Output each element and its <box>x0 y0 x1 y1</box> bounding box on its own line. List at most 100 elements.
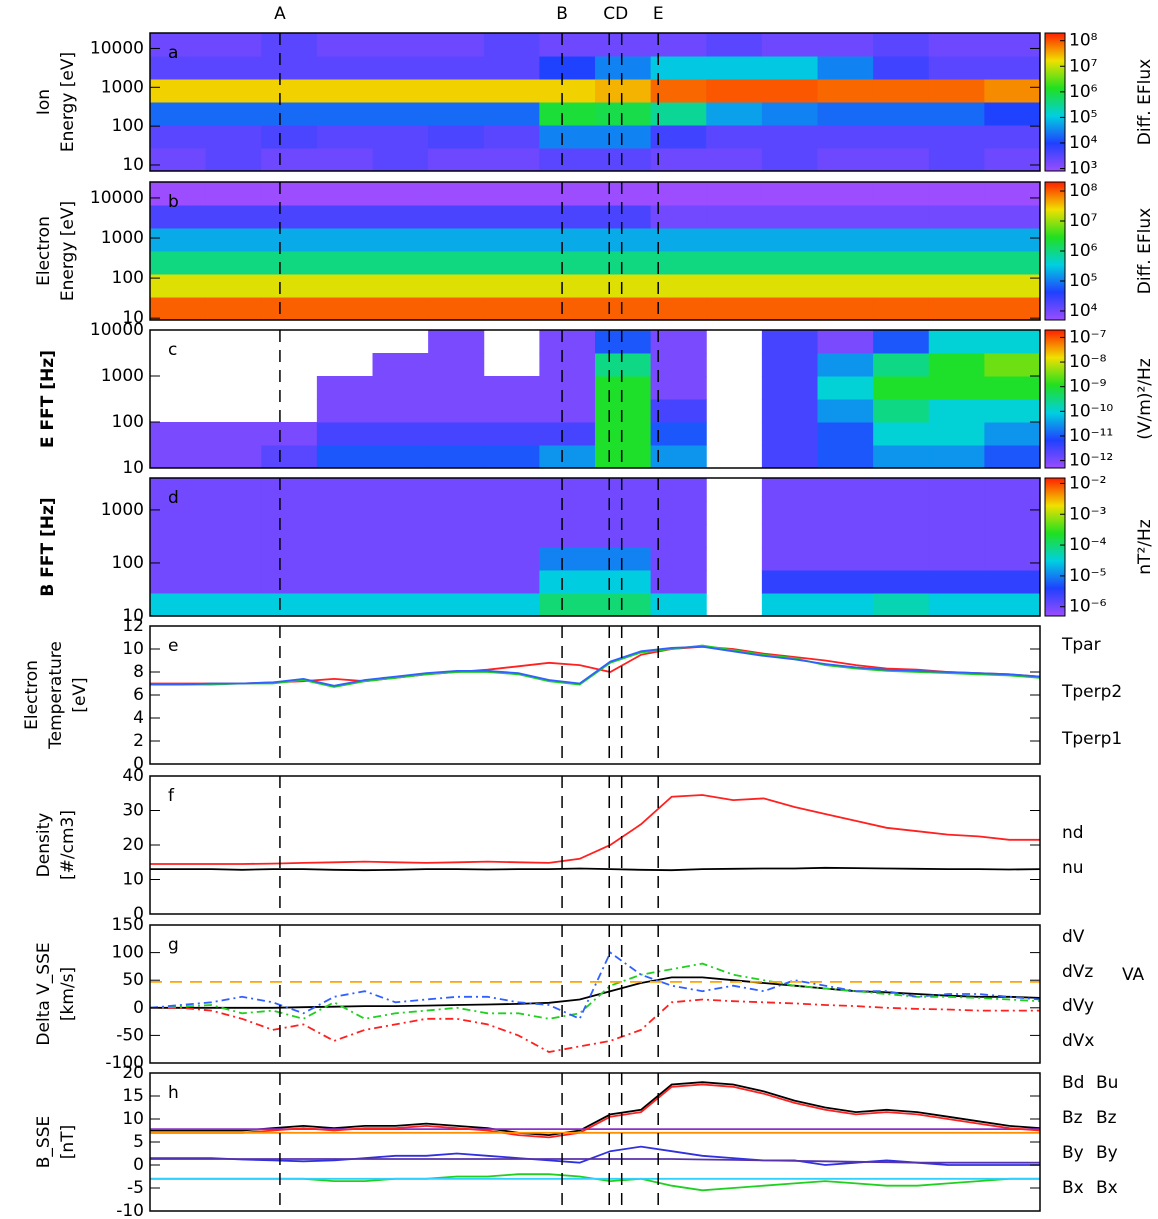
heatmap-cell <box>205 501 262 525</box>
heatmap-cell <box>150 228 207 252</box>
heatmap-cell <box>650 501 707 525</box>
heatmap-cell <box>372 478 429 502</box>
heatmap-cell <box>261 593 318 617</box>
heatmap-cell <box>150 125 207 149</box>
panel-letter: e <box>168 636 178 656</box>
heatmap-cell <box>928 205 985 229</box>
heatmap-cell <box>928 274 985 298</box>
heatmap-cell <box>595 593 652 617</box>
panel-frame <box>149 1072 1041 1212</box>
heatmap-cell <box>316 56 373 80</box>
y-axis-label: B FFT [Hz] <box>38 497 58 596</box>
heatmap-cell <box>205 478 262 502</box>
heatmap-cell <box>706 148 763 172</box>
heatmap-cell <box>650 376 707 400</box>
heatmap-cell <box>316 399 373 423</box>
heatmap-cell <box>428 376 485 400</box>
heatmap-cell <box>873 593 930 617</box>
heatmap-cell <box>483 524 540 548</box>
y-tick-label: 2 <box>133 731 144 751</box>
heatmap-cell <box>205 547 262 571</box>
colorbar-tick-label: 10⁻¹² <box>1069 451 1113 471</box>
heatmap-cell <box>428 56 485 80</box>
heatmap-cell <box>539 125 596 149</box>
y-axis-label: E FFT [Hz] <box>38 350 58 448</box>
heatmap-cell <box>428 353 485 377</box>
legend-entry: By <box>1062 1143 1084 1163</box>
heatmap-cell <box>150 547 207 571</box>
heatmap-cell <box>928 56 985 80</box>
event-label: D <box>615 4 628 24</box>
heatmap-cell <box>372 376 429 400</box>
heatmap-cell <box>595 399 652 423</box>
y-axis-label: [#/cm3] <box>58 810 78 880</box>
heatmap-cell <box>650 593 707 617</box>
heatmap-cell <box>761 593 818 617</box>
heatmap-cell <box>817 547 874 571</box>
y-tick-label: 10000 <box>90 38 144 58</box>
heatmap-cell <box>984 524 1041 548</box>
colorbar-tick-label: 10⁻¹¹ <box>1069 426 1113 446</box>
heatmap-cell <box>650 547 707 571</box>
heatmap-cell <box>817 422 874 446</box>
y-tick-label: 20 <box>122 835 144 855</box>
heatmap-cell <box>595 205 652 229</box>
heatmap-cell <box>261 547 318 571</box>
heatmap-cell <box>539 399 596 423</box>
heatmap-cell <box>761 125 818 149</box>
heatmap-cell <box>261 251 318 275</box>
heatmap-cell <box>706 251 763 275</box>
y-tick-label: 10 <box>122 308 144 328</box>
heatmap-cell <box>261 445 318 469</box>
series-line <box>149 951 1041 1020</box>
heatmap-cell <box>650 524 707 548</box>
heatmap-cell <box>261 125 318 149</box>
heatmap-cell <box>761 330 818 354</box>
heatmap-cell <box>150 33 207 57</box>
legend-entry: dVz <box>1062 962 1093 982</box>
heatmap-cell <box>428 251 485 275</box>
heatmap-cell <box>205 445 262 469</box>
y-tick-label: 100 <box>112 412 144 432</box>
heatmap-cell <box>428 125 485 149</box>
heatmap-cell <box>428 478 485 502</box>
heatmap-cell <box>873 297 930 321</box>
legend-entry: By <box>1096 1143 1118 1163</box>
heatmap-cell <box>205 297 262 321</box>
heatmap-cell <box>372 125 429 149</box>
colorbar-tick-label: 10⁸ <box>1069 31 1098 51</box>
heatmap-cell <box>483 228 540 252</box>
heatmap-cell <box>873 422 930 446</box>
heatmap-cell <box>261 478 318 502</box>
heatmap-cell <box>873 330 930 354</box>
heatmap-cell <box>428 445 485 469</box>
heatmap-cell <box>928 182 985 206</box>
heatmap-cell <box>150 102 207 126</box>
heatmap-cell <box>316 570 373 594</box>
heatmap-cell <box>817 148 874 172</box>
heatmap-cell <box>984 593 1041 617</box>
y-tick-label: 150 <box>112 915 144 935</box>
heatmap-cell <box>428 524 485 548</box>
heatmap-cell <box>316 79 373 103</box>
y-tick-label: 4 <box>133 708 144 728</box>
heatmap-cell <box>150 182 207 206</box>
colorbar-tick-label: 10⁷ <box>1069 56 1098 76</box>
heatmap-cell <box>261 148 318 172</box>
heatmap-cell <box>650 79 707 103</box>
heatmap-cell <box>706 125 763 149</box>
colorbar-label: (V/m)²/Hz <box>1135 358 1155 440</box>
heatmap-cell <box>761 570 818 594</box>
heatmap-cell <box>428 297 485 321</box>
colorbar-tick-label: 10⁷ <box>1069 211 1098 231</box>
heatmap-cell <box>928 330 985 354</box>
heatmap-cell <box>261 570 318 594</box>
series-line <box>150 644 1041 688</box>
panel-frame <box>149 477 1041 617</box>
series-line <box>150 645 1041 685</box>
heatmap-cell <box>650 125 707 149</box>
heatmap-cell <box>205 251 262 275</box>
heatmap-cell <box>316 445 373 469</box>
heatmap-cell <box>928 570 985 594</box>
heatmap-cell <box>761 182 818 206</box>
